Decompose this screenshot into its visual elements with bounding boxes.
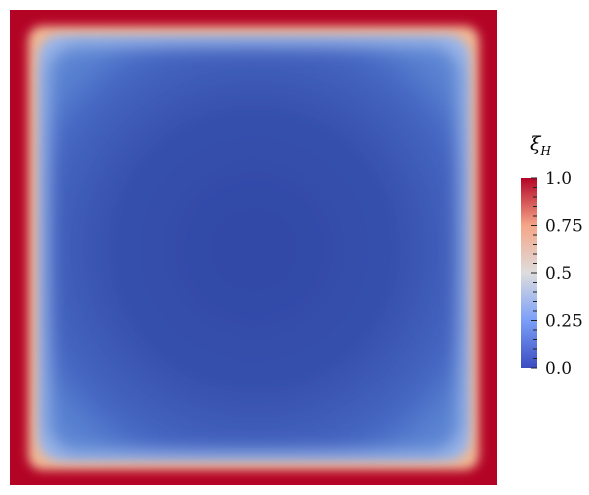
colorbar-tick-label: 0.0	[545, 359, 572, 379]
colorbar-ticks	[531, 177, 537, 369]
colorbar: 1.0 0.75 0.5 0.25 0.0	[521, 169, 583, 379]
field-interior	[48, 46, 460, 452]
colorbar-tick-label: 0.25	[545, 312, 583, 332]
colorbar-tick-labels: 1.0 0.75 0.5 0.25 0.0	[545, 169, 583, 379]
colorbar-title-symbol: ξ	[530, 133, 541, 155]
colorbar-title-subscript: H	[540, 143, 551, 158]
colorbar-tick-label: 0.5	[545, 264, 572, 284]
colorbar-tick-label: 0.75	[545, 217, 583, 237]
field-square	[10, 10, 497, 485]
colorbar-title: ξH	[530, 133, 551, 158]
colorbar-tick-label: 1.0	[545, 169, 572, 189]
